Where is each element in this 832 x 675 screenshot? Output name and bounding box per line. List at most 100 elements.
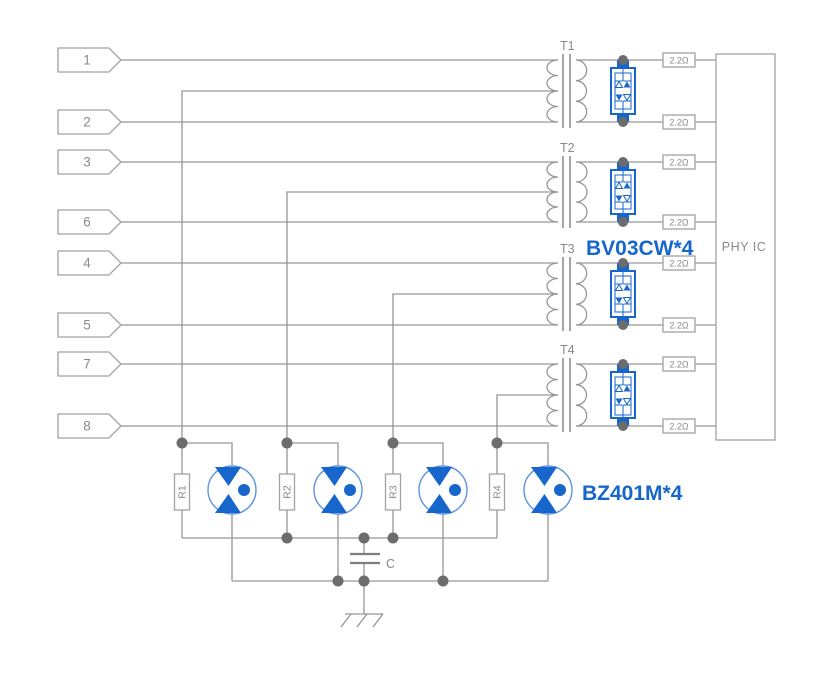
diode-symbol-tr xyxy=(623,385,631,392)
capacitor-label: C xyxy=(386,557,395,571)
surge-arrester-2 xyxy=(313,465,363,515)
arrester-triangle-bottom xyxy=(531,494,557,513)
secondary-winding-t3 xyxy=(575,262,588,326)
diode-symbol-bl xyxy=(615,195,623,202)
resistor-r3-label: R3 xyxy=(388,485,400,499)
phy-ic: PHY IC xyxy=(715,53,776,441)
junction-dot xyxy=(618,359,628,369)
resistor-2r2-label: 2.2Ω xyxy=(669,422,689,432)
series-resistors: 2.2Ω 2.2Ω 2.2Ω 2.2Ω 2.2Ω 2.2Ω 2.2Ω 2.2Ω xyxy=(662,52,696,434)
junction-dot xyxy=(618,421,628,431)
pin-flag-8 xyxy=(57,413,122,439)
arrester-triangle-bottom xyxy=(215,494,241,513)
transformer-t1: T1 xyxy=(546,39,588,128)
junction-dot xyxy=(618,157,628,167)
junction-dot xyxy=(387,437,399,449)
resistor-2r2-3 xyxy=(662,154,696,170)
resistor-r4 xyxy=(488,473,506,511)
pin-flag-3 xyxy=(57,149,122,175)
wires-branch-3 xyxy=(392,442,444,581)
pin-flag-4 xyxy=(57,250,122,276)
junction-dot xyxy=(618,55,628,65)
diode-symbol-br xyxy=(622,398,632,406)
phy-ic-label: PHY IC xyxy=(722,240,766,254)
resistor-2r2-4 xyxy=(662,214,696,230)
junction-dot xyxy=(358,575,370,587)
wire-tap-t3 xyxy=(392,293,558,443)
diode-symbol-br xyxy=(622,94,632,102)
arrester-triangle-top xyxy=(215,467,241,486)
transformer-label-t2: T2 xyxy=(560,141,575,155)
diode-symbol-tl xyxy=(614,283,624,291)
junction-dot xyxy=(618,320,628,330)
connector-pins: 1 2 3 6 4 5 7 8 xyxy=(57,47,122,439)
arrester-circle xyxy=(313,465,363,515)
arrester-circle xyxy=(523,465,573,515)
resistor-r1 xyxy=(173,473,191,511)
pin-flag-5 xyxy=(57,312,122,338)
resistor-2r2-5 xyxy=(662,255,696,271)
pin-wires xyxy=(121,59,558,427)
diode-array-part-label: BV03CW*4 xyxy=(586,237,694,260)
diode-array-t3 xyxy=(610,263,636,325)
pin-flag-1 xyxy=(57,47,122,73)
junction-dot xyxy=(358,532,370,544)
arrester-circle xyxy=(207,465,257,515)
arrester-triangle-top xyxy=(321,467,347,486)
junction-dot xyxy=(618,117,628,127)
resistor-2r2-2 xyxy=(662,114,696,130)
junction-dot xyxy=(618,217,628,227)
junction-dot xyxy=(281,437,293,449)
pin-label-4: 4 xyxy=(83,256,91,271)
phy-ic-box xyxy=(715,53,776,441)
transformer-label-t1: T1 xyxy=(560,39,575,53)
resistor-r2 xyxy=(278,473,296,511)
diode-symbol-tr xyxy=(623,81,631,88)
diode-array-t2 xyxy=(610,162,636,222)
diode-symbol-tl xyxy=(614,80,624,88)
arrester-part-label: BZ401M*4 xyxy=(582,482,683,505)
pin-label-3: 3 xyxy=(83,155,91,170)
diode-symbol-bl xyxy=(615,398,623,405)
arrester-dot xyxy=(554,484,566,496)
arrester-triangle-top xyxy=(531,467,557,486)
ground-hatches xyxy=(340,613,384,628)
diode-symbol-bl xyxy=(615,94,623,101)
transformer-t4: T4 xyxy=(546,343,588,432)
arrester-triangle-bottom xyxy=(321,494,347,513)
transformer-label-t3: T3 xyxy=(560,242,575,256)
wires-branch-1 xyxy=(181,442,233,581)
arrester-triangle-bottom xyxy=(426,494,452,513)
pin-flag-6 xyxy=(57,209,122,235)
transformer-t3: T3 xyxy=(546,242,588,331)
resistor-r2-label: R2 xyxy=(282,485,294,499)
primary-winding-t3 xyxy=(546,262,559,326)
resistor-2r2-label: 2.2Ω xyxy=(669,321,689,331)
secondary-winding-t2 xyxy=(575,161,588,223)
secondary-winding-t1 xyxy=(575,59,588,123)
resistor-2r2-label: 2.2Ω xyxy=(669,259,689,269)
arrester-triangle-top xyxy=(426,467,452,486)
pin-label-7: 7 xyxy=(83,357,91,372)
junction-dot xyxy=(437,575,449,587)
arrester-dot xyxy=(238,484,250,496)
junction-dot xyxy=(387,532,399,544)
primary-winding-t1 xyxy=(546,59,559,123)
arrester-circle xyxy=(418,465,468,515)
arrester-dot xyxy=(344,484,356,496)
ground-symbol xyxy=(340,581,384,628)
diode-symbol-tr xyxy=(623,182,631,189)
resistor-2r2-label: 2.2Ω xyxy=(669,158,689,168)
transformer-label-t4: T4 xyxy=(560,343,575,357)
diode-array-t1 xyxy=(610,60,636,122)
diode-symbol-br xyxy=(622,195,632,203)
pin-flag-2 xyxy=(57,109,122,135)
junction-dots xyxy=(176,55,628,587)
wire-tap-t4 xyxy=(496,394,558,443)
arrester-dot xyxy=(449,484,461,496)
pin-label-6: 6 xyxy=(83,215,91,230)
junction-dot xyxy=(491,437,503,449)
pin-label-2: 2 xyxy=(83,115,91,130)
diode-symbol-bl xyxy=(615,297,623,304)
